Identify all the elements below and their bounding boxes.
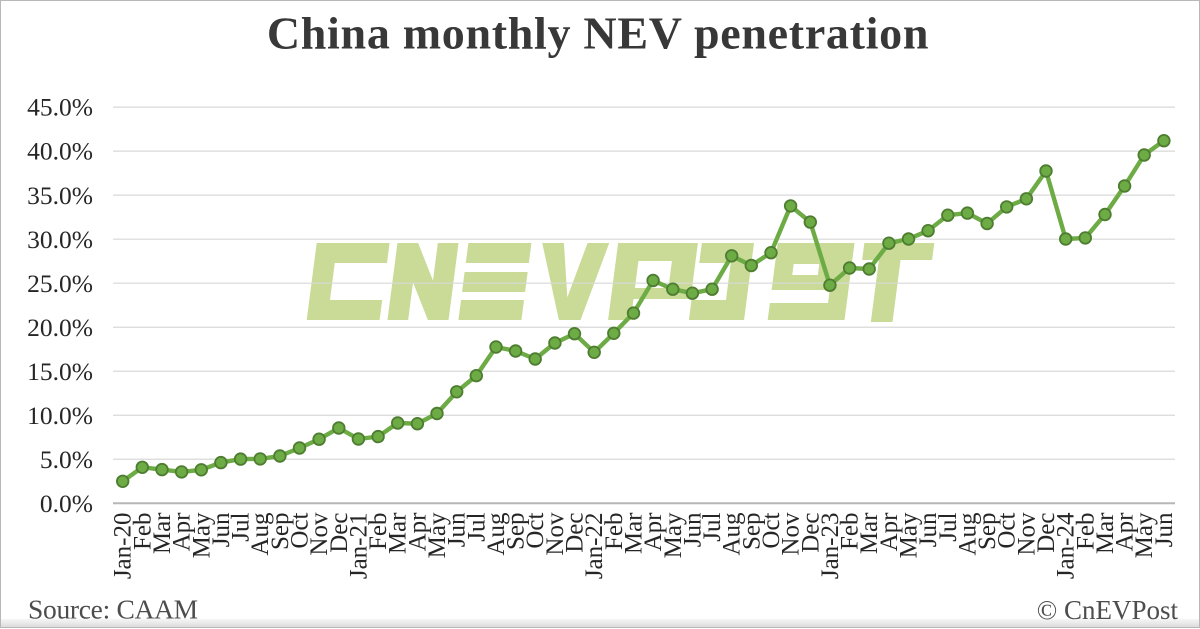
svg-text:Nov: Nov <box>306 512 333 556</box>
svg-text:Mar: Mar <box>149 512 176 554</box>
svg-text:Apr: Apr <box>1112 512 1139 552</box>
svg-text:Jun: Jun <box>679 512 706 547</box>
svg-text:Mar: Mar <box>1092 512 1119 554</box>
svg-text:Feb: Feb <box>837 513 864 551</box>
svg-text:Feb: Feb <box>129 513 156 551</box>
svg-text:30.0%: 30.0% <box>27 225 93 254</box>
svg-text:Source: CAAM: Source: CAAM <box>28 594 198 625</box>
svg-text:Dec: Dec <box>562 513 589 553</box>
svg-text:25.0%: 25.0% <box>27 269 93 298</box>
svg-text:Jul: Jul <box>699 512 726 541</box>
svg-text:Jan-24: Jan-24 <box>1053 512 1080 579</box>
svg-text:Nov: Nov <box>542 512 569 556</box>
svg-text:Dec: Dec <box>326 513 353 553</box>
svg-text:5.0%: 5.0% <box>40 445 93 474</box>
svg-text:May: May <box>1131 512 1158 558</box>
svg-text:Dec: Dec <box>797 513 824 553</box>
svg-text:Jan-21: Jan-21 <box>345 513 372 580</box>
svg-text:Sep: Sep <box>974 513 1001 551</box>
svg-text:15.0%: 15.0% <box>27 357 93 386</box>
svg-text:Jun: Jun <box>208 512 235 547</box>
svg-text:China monthly NEV penetration: China monthly NEV penetration <box>267 8 929 59</box>
svg-text:Mar: Mar <box>621 512 648 554</box>
svg-text:Feb: Feb <box>601 513 628 551</box>
svg-text:20.0%: 20.0% <box>27 313 93 342</box>
svg-text:Mar: Mar <box>385 512 412 554</box>
svg-text:0.0%: 0.0% <box>40 489 93 518</box>
svg-text:Feb: Feb <box>365 513 392 551</box>
svg-text:Jul: Jul <box>935 512 962 541</box>
svg-text:Mar: Mar <box>856 512 883 554</box>
svg-text:35.0%: 35.0% <box>27 181 93 210</box>
svg-text:Apr: Apr <box>169 512 196 552</box>
svg-text:10.0%: 10.0% <box>27 401 93 430</box>
svg-text:Apr: Apr <box>876 512 903 552</box>
svg-text:© CnEVPost: © CnEVPost <box>1037 595 1179 625</box>
svg-text:Oct: Oct <box>522 512 549 548</box>
svg-text:Nov: Nov <box>778 512 805 556</box>
svg-text:Aug: Aug <box>719 512 746 556</box>
svg-text:Jan-20: Jan-20 <box>110 513 137 580</box>
svg-text:Nov: Nov <box>1013 512 1040 556</box>
svg-text:Sep: Sep <box>738 513 765 551</box>
svg-text:Jun: Jun <box>915 512 942 547</box>
svg-text:Jan-23: Jan-23 <box>817 513 844 580</box>
svg-text:Aug: Aug <box>483 512 510 556</box>
svg-text:May: May <box>188 512 215 558</box>
svg-text:Jun: Jun <box>1151 512 1178 547</box>
svg-text:Jan-22: Jan-22 <box>581 513 608 580</box>
svg-text:Aug: Aug <box>954 512 981 556</box>
svg-text:May: May <box>660 512 687 558</box>
svg-text:Jun: Jun <box>444 512 471 547</box>
svg-text:Jul: Jul <box>228 512 255 541</box>
svg-text:Dec: Dec <box>1033 513 1060 553</box>
svg-text:Sep: Sep <box>503 513 530 551</box>
svg-text:May: May <box>896 512 923 558</box>
svg-text:Oct: Oct <box>287 512 314 548</box>
svg-text:Feb: Feb <box>1072 513 1099 551</box>
svg-text:Oct: Oct <box>994 512 1021 548</box>
svg-text:Aug: Aug <box>247 512 274 556</box>
svg-text:Oct: Oct <box>758 512 785 548</box>
svg-text:Apr: Apr <box>640 512 667 552</box>
svg-text:Apr: Apr <box>404 512 431 552</box>
svg-text:Sep: Sep <box>267 513 294 551</box>
svg-text:40.0%: 40.0% <box>27 137 93 166</box>
svg-text:May: May <box>424 512 451 558</box>
svg-text:45.0%: 45.0% <box>27 93 93 122</box>
svg-text:Jul: Jul <box>463 512 490 541</box>
